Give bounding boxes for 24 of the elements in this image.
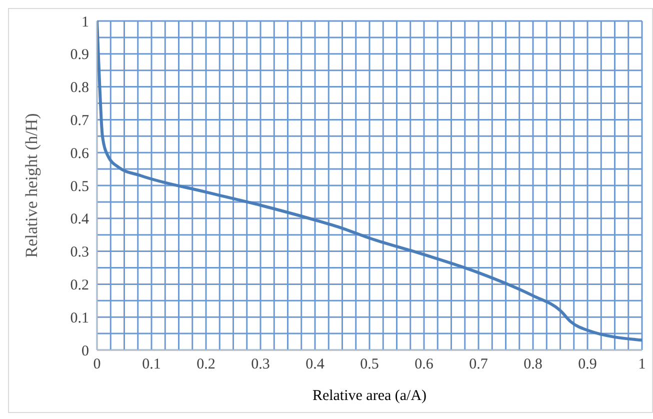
x-tick-label: 0.9 — [578, 356, 597, 373]
x-tick-label: 0.2 — [196, 356, 216, 373]
x-tick-label: 0.1 — [142, 356, 161, 373]
x-axis-title: Relative area (a/A) — [312, 388, 427, 404]
y-tick-label: 0 — [82, 343, 89, 360]
y-tick-label: 0.2 — [70, 278, 89, 294]
x-tick-label: 0 — [93, 356, 101, 373]
x-tick-label: 0.6 — [414, 356, 434, 373]
y-tick-label: 0.6 — [70, 146, 90, 162]
y-tick-label: 0.9 — [70, 47, 89, 64]
x-tick-label: 0.5 — [360, 356, 379, 373]
y-tick-label: 1 — [82, 14, 89, 30]
y-tick-label: 0.4 — [70, 212, 90, 228]
y-axis-title: Relative height (h/H) — [22, 113, 42, 258]
x-tick-label: 0.3 — [251, 356, 270, 373]
x-tick-label: 0.4 — [306, 356, 325, 373]
x-tick-label: 1 — [638, 356, 646, 373]
x-tick-label: 0.7 — [469, 356, 488, 373]
y-tick-label: 0.3 — [70, 244, 89, 261]
y-tick-label: 0.8 — [70, 80, 89, 96]
y-tick-label: 0.1 — [70, 310, 89, 326]
x-tick-label: 0.8 — [524, 356, 542, 373]
y-tick-label: 0.7 — [70, 113, 90, 130]
y-tick-label: 0.5 — [70, 178, 89, 195]
